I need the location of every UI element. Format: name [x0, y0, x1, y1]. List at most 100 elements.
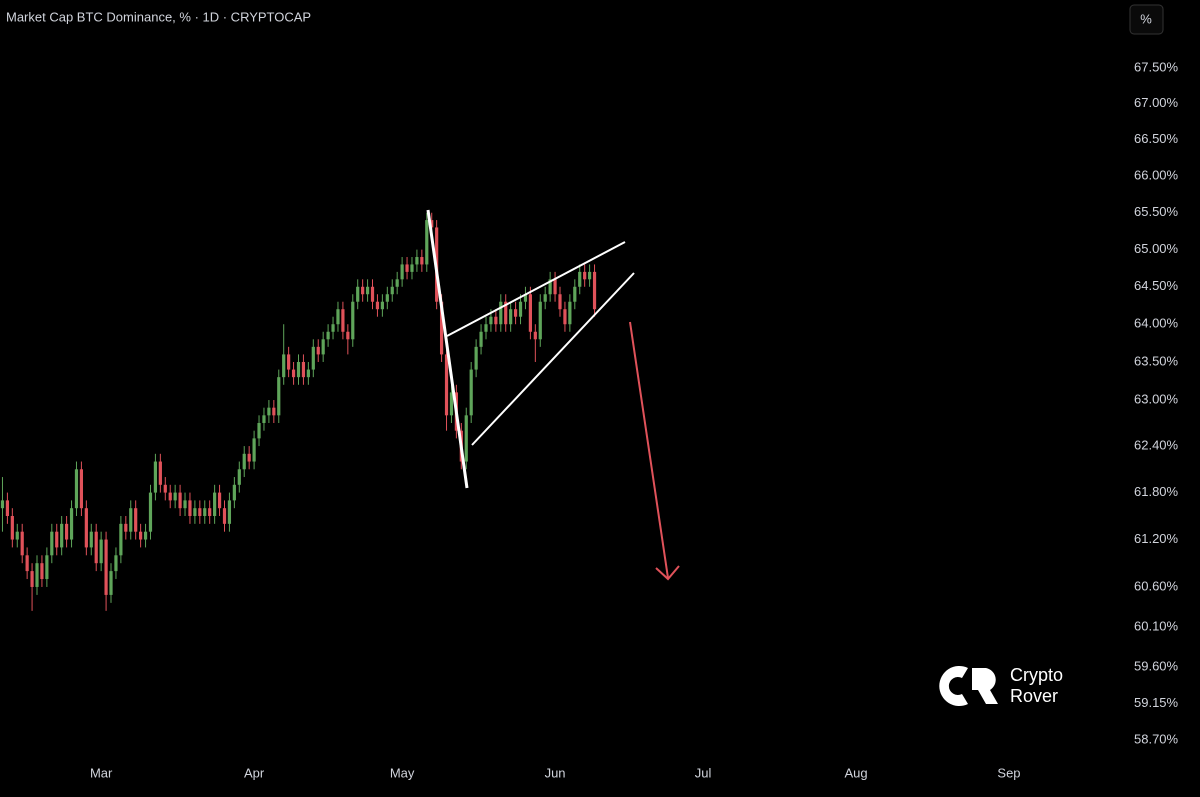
y-tick-label: 67.50%	[1134, 59, 1179, 74]
candle-body	[183, 500, 187, 509]
candle-body	[272, 407, 276, 416]
candle-body	[351, 301, 355, 340]
candle-body	[326, 331, 330, 340]
candle-body	[109, 571, 113, 595]
candle-body	[198, 508, 202, 517]
watermark: Crypto Rover	[939, 665, 1063, 706]
y-tick-label: 66.50%	[1134, 131, 1179, 146]
candle-body	[469, 369, 473, 416]
candle-body	[0, 500, 5, 509]
candle-body	[89, 531, 93, 548]
candle-body	[119, 523, 123, 556]
candle-body	[311, 346, 315, 370]
candle-body	[474, 346, 478, 370]
candle-body	[242, 453, 246, 470]
candle-body	[494, 316, 498, 325]
y-tick-label: 59.60%	[1134, 658, 1179, 673]
candle-body	[499, 301, 503, 325]
candle-body	[148, 492, 153, 532]
candle-body	[40, 563, 44, 580]
y-tick-label: 59.15%	[1134, 695, 1179, 710]
candle-body	[578, 271, 582, 287]
candle-body	[227, 500, 232, 524]
candle-body	[346, 331, 350, 340]
candle-body	[163, 484, 167, 493]
chart-title: Market Cap BTC Dominance, % · 1D · CRYPT…	[6, 9, 311, 24]
candle-body	[543, 294, 547, 302]
candle-body	[188, 500, 192, 517]
candle-body	[287, 354, 291, 370]
scale-button[interactable]: %	[1129, 4, 1164, 35]
candle-body	[420, 257, 424, 265]
candle-body	[104, 539, 108, 595]
x-tick-label: Sep	[997, 765, 1020, 780]
candle-body	[553, 279, 557, 295]
candle-body	[405, 264, 409, 272]
candle-body	[306, 369, 310, 378]
x-tick-label: Apr	[244, 765, 265, 780]
candle-body	[79, 469, 84, 509]
candle-body	[444, 354, 449, 416]
candle-body	[430, 220, 434, 228]
candle-body	[415, 257, 419, 265]
candle-body	[267, 407, 271, 416]
candle-body	[316, 346, 320, 355]
candle-body	[449, 392, 454, 416]
watermark-text: Rover	[1010, 686, 1058, 706]
candle-body	[573, 286, 577, 302]
candle-body	[134, 508, 138, 532]
candle-body	[439, 301, 444, 355]
candle-body	[400, 264, 404, 280]
candle-body	[178, 492, 182, 509]
candle-body	[208, 508, 212, 517]
candle-body	[518, 301, 523, 317]
scale-button-box[interactable]	[1129, 4, 1164, 35]
candle-body	[365, 286, 370, 295]
candle-body	[203, 508, 207, 517]
candle-body	[30, 571, 34, 587]
candle-body	[356, 286, 360, 302]
candle-body	[583, 271, 587, 280]
candle-body	[143, 531, 148, 540]
y-tick-label: 64.00%	[1134, 316, 1179, 331]
candle-body	[464, 415, 468, 462]
candle-body	[69, 508, 74, 540]
candle-body	[10, 516, 14, 540]
candle-body	[380, 301, 384, 310]
y-tick-label: 61.80%	[1134, 484, 1179, 499]
candle-body	[124, 523, 128, 532]
candle-body	[247, 453, 251, 462]
candle-body	[425, 220, 429, 265]
candle-body	[232, 484, 236, 501]
watermark-text: Crypto	[1010, 665, 1063, 685]
candle-body	[65, 523, 69, 540]
candle-body	[50, 531, 54, 556]
candle-body	[523, 294, 528, 302]
candle-body	[538, 301, 542, 340]
x-tick-label: Jul	[695, 765, 712, 780]
candle-body	[336, 309, 340, 325]
candle-body	[15, 531, 19, 540]
candle-body	[45, 555, 49, 580]
candle-body	[213, 492, 217, 517]
candle-body	[291, 369, 296, 378]
y-tick-label: 58.70%	[1134, 732, 1179, 747]
scale-button-label[interactable]: %	[1140, 11, 1152, 26]
candle-body	[237, 469, 241, 485]
y-tick-label: 63.00%	[1134, 391, 1179, 406]
candle-body	[533, 331, 537, 340]
trend-line	[426, 209, 469, 489]
candle-body	[341, 309, 345, 332]
candle-body	[217, 492, 222, 509]
logo-r	[972, 668, 998, 704]
candle-body	[301, 361, 306, 378]
candle-body	[35, 563, 39, 587]
candle-body	[158, 461, 162, 485]
y-tick-label: 65.00%	[1134, 241, 1179, 256]
candle-body	[114, 555, 118, 572]
candle-body	[168, 492, 172, 501]
logo-c	[939, 666, 968, 706]
candle-body	[504, 301, 508, 325]
trend-line	[446, 241, 626, 337]
